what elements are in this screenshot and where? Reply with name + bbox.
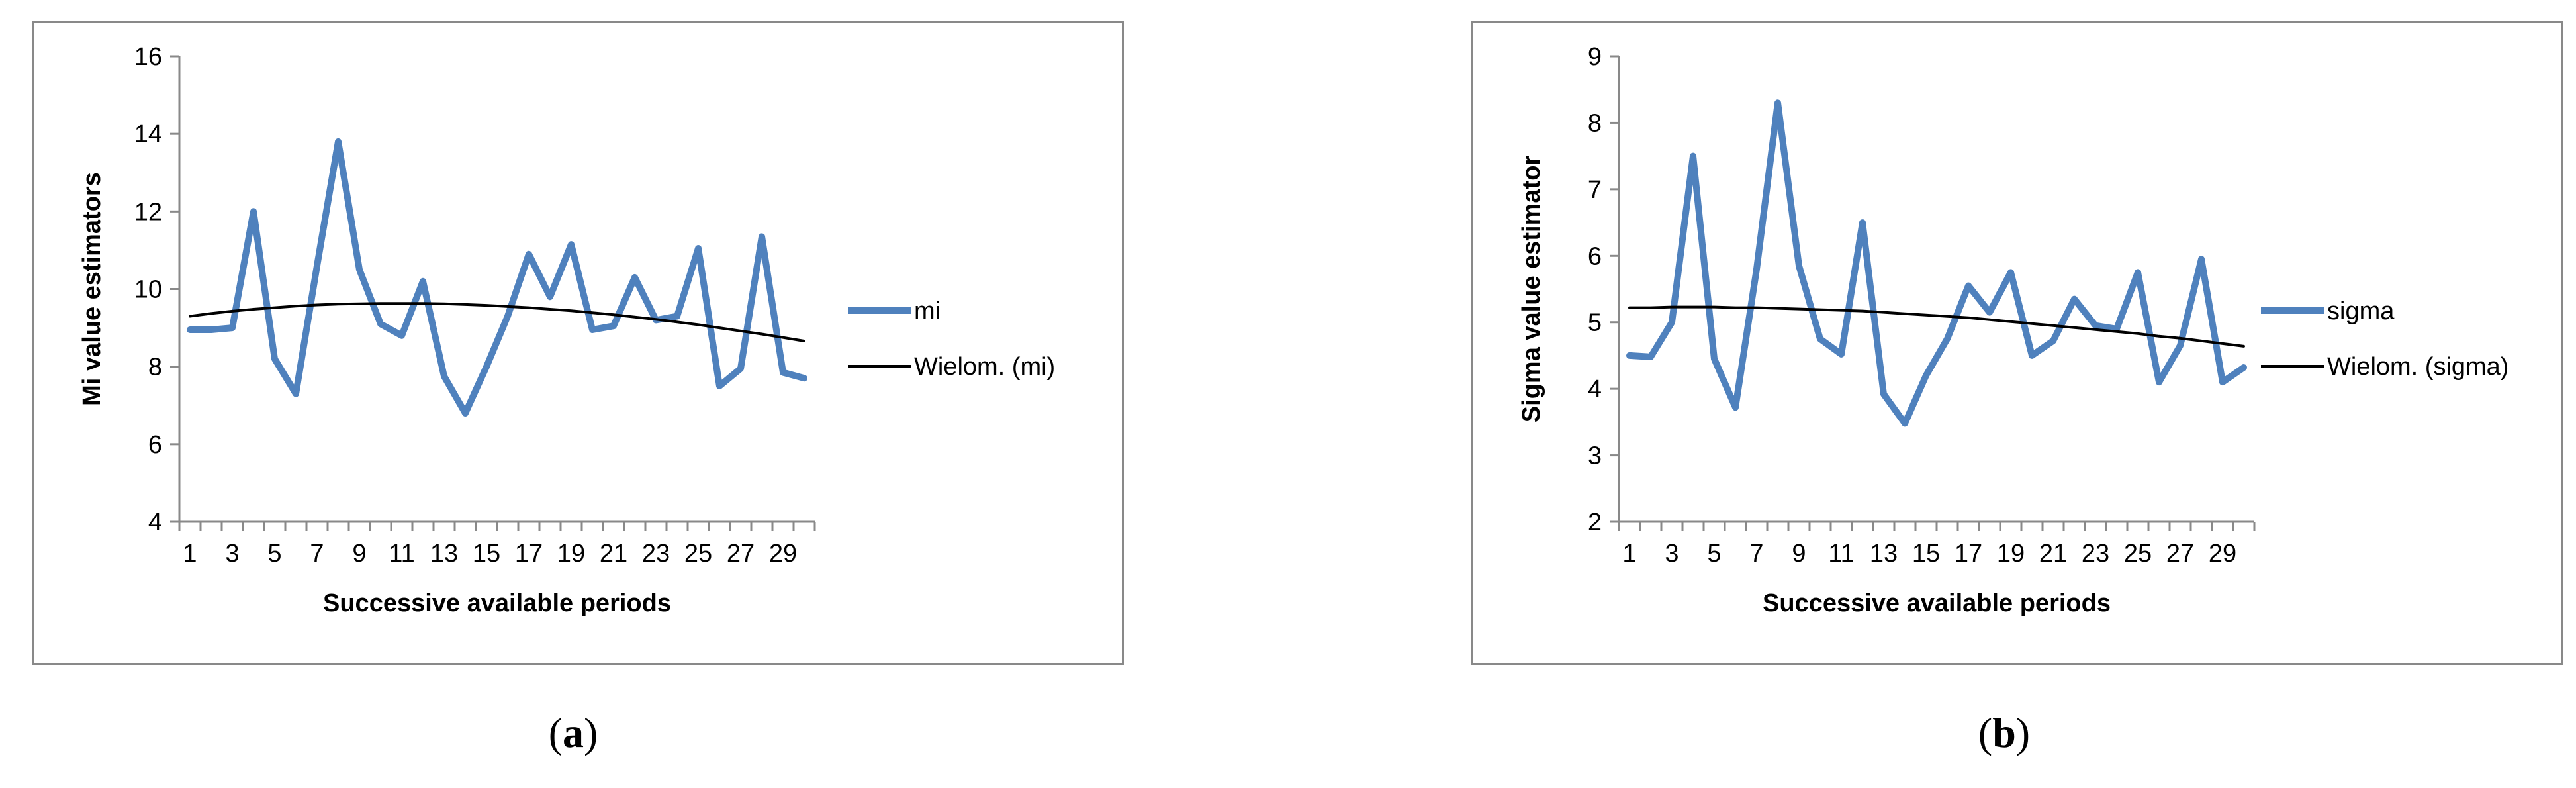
y-tick-label: 2 xyxy=(1588,509,1602,536)
x-tick-label: 23 xyxy=(642,540,670,567)
x-tick-label: 21 xyxy=(2039,540,2067,567)
x-tick-label: 25 xyxy=(684,540,712,567)
y-tick-label: 3 xyxy=(1588,442,1602,470)
y-tick-label: 6 xyxy=(148,431,162,459)
trendline-series xyxy=(1628,305,2245,348)
x-tick-label: 29 xyxy=(2209,540,2236,567)
y-axis-title: Sigma value estimator xyxy=(1518,156,1545,423)
legend-label: mi xyxy=(914,297,941,325)
x-tick-label: 15 xyxy=(473,540,500,567)
y-tick-label: 4 xyxy=(148,509,162,536)
x-tick-label: 23 xyxy=(2082,540,2109,567)
legend-label: Wielom. (sigma) xyxy=(2327,353,2508,381)
y-tick-label: 4 xyxy=(1588,375,1602,403)
y-tick-label: 14 xyxy=(134,121,162,148)
x-tick-label: 17 xyxy=(1955,540,1982,567)
y-tick-label: 8 xyxy=(148,354,162,381)
x-tick-label: 17 xyxy=(515,540,543,567)
x-tick-label: 9 xyxy=(352,540,366,567)
y-tick-label: 7 xyxy=(1588,176,1602,204)
y-tick-label: 12 xyxy=(134,198,162,226)
chart-panel-a: 4 6 8 10 12 14 16 1 3 5 7 9 11 13 15 17 19 21 23 25 27 29 Succ… xyxy=(32,21,1124,665)
x-tick-label: 21 xyxy=(600,540,627,567)
chart-panel-b: 2 3 4 5 6 7 8 9 1 3 5 7 9 11 13 15 17 19 21 23 25 27 29 Success… xyxy=(1471,21,2563,665)
legend-label: Wielom. (mi) xyxy=(914,353,1055,381)
panel-label-a: (a) xyxy=(548,709,598,756)
data-series-line xyxy=(1626,99,2247,427)
x-tick-label: 19 xyxy=(1997,540,2025,567)
x-tick-label: 5 xyxy=(1707,540,1721,567)
y-tick-label: 16 xyxy=(134,43,162,71)
x-tick-label: 25 xyxy=(2124,540,2152,567)
x-tick-label: 15 xyxy=(1912,540,1940,567)
x-tick-label: 13 xyxy=(1870,540,1898,567)
y-tick-label: 6 xyxy=(1588,242,1602,270)
y-tick-label: 9 xyxy=(1588,43,1602,71)
panel-letter-b: b xyxy=(1992,709,2016,756)
data-series-line xyxy=(187,138,807,417)
y-axis-title: Mi value estimators xyxy=(78,172,106,406)
x-tick-label: 11 xyxy=(389,540,414,567)
y-tick-label: 5 xyxy=(1588,309,1602,337)
x-tick-label: 7 xyxy=(1749,540,1763,567)
panel-letter-a: a xyxy=(563,709,584,756)
x-tick-label: 9 xyxy=(1792,540,1806,567)
y-tick-label: 8 xyxy=(1588,109,1602,137)
x-tick-label: 27 xyxy=(2166,540,2194,567)
panel-label-b: (b) xyxy=(1978,709,2031,756)
x-tick-label: 13 xyxy=(430,540,458,567)
x-axis-title: Successive available periods xyxy=(323,589,671,617)
x-tick-label: 27 xyxy=(727,540,755,567)
x-tick-label: 29 xyxy=(769,540,797,567)
x-tick-label: 7 xyxy=(310,540,324,567)
x-axis-title: Successive available periods xyxy=(1763,589,2111,617)
x-tick-label: 19 xyxy=(557,540,585,567)
x-tick-label: 1 xyxy=(1622,540,1636,567)
x-tick-label: 11 xyxy=(1828,540,1854,567)
y-tick-label: 10 xyxy=(134,276,162,304)
legend-label: sigma xyxy=(2327,297,2395,325)
x-tick-label: 3 xyxy=(1665,540,1679,567)
trendline-series xyxy=(189,302,805,342)
x-tick-label: 1 xyxy=(183,540,197,567)
x-tick-label: 3 xyxy=(225,540,239,567)
x-tick-label: 5 xyxy=(267,540,281,567)
